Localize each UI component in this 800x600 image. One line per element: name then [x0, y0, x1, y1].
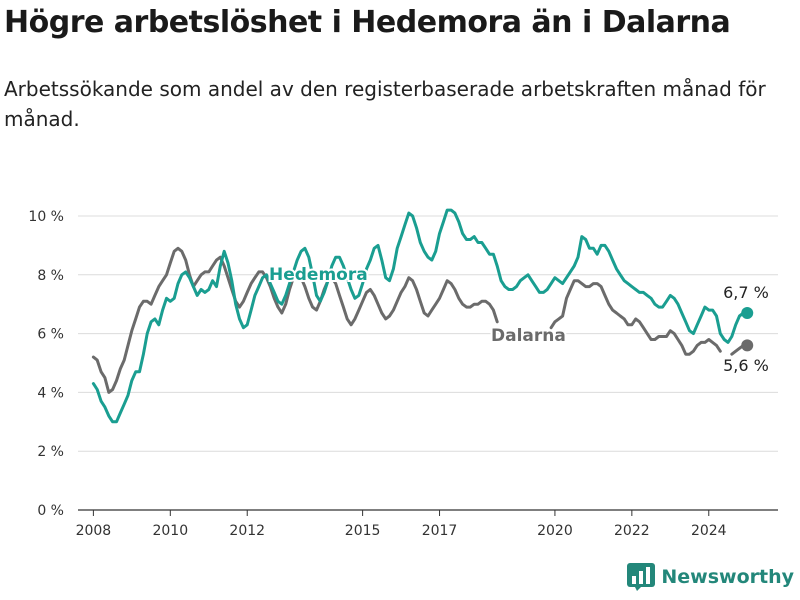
end-point-hedemora	[741, 307, 754, 320]
x-tick-label: 2015	[345, 523, 381, 539]
series-label-hedemora: Hedemora	[269, 265, 368, 285]
end-point-dalarna	[741, 339, 754, 352]
chart-title: Högre arbetslöshet i Hedemora än i Dalar…	[4, 5, 731, 40]
brand-logo: Newsworthy	[627, 562, 794, 592]
end-value-label-dalarna: 5,6 %	[723, 356, 769, 375]
x-tick-label: 2020	[537, 523, 573, 539]
brand-name: Newsworthy	[661, 566, 794, 588]
y-tick-label: 4 %	[37, 385, 64, 401]
x-tick-label: 2012	[229, 523, 265, 539]
y-tick-label: 0 %	[37, 503, 64, 519]
series-line-dalarna	[91, 246, 749, 394]
x-tick-label: 2024	[691, 523, 727, 539]
y-tick-label: 2 %	[37, 444, 64, 460]
y-tick-label: 10 %	[28, 209, 64, 225]
x-tick-label: 2017	[422, 523, 458, 539]
chart-subtitle: Arbetssökande som andel av den registerb…	[4, 77, 766, 131]
x-tick-label: 2022	[614, 523, 650, 539]
y-tick-label: 8 %	[37, 268, 64, 284]
x-tick-label: 2008	[76, 523, 112, 539]
x-tick-label: 2010	[152, 523, 188, 539]
y-tick-label: 6 %	[37, 327, 64, 343]
bar-chart-logo-icon	[627, 563, 656, 591]
end-value-label-hedemora: 6,7 %	[723, 283, 769, 302]
series-line-hedemora	[91, 208, 749, 424]
series-label-dalarna: Dalarna	[491, 326, 566, 346]
